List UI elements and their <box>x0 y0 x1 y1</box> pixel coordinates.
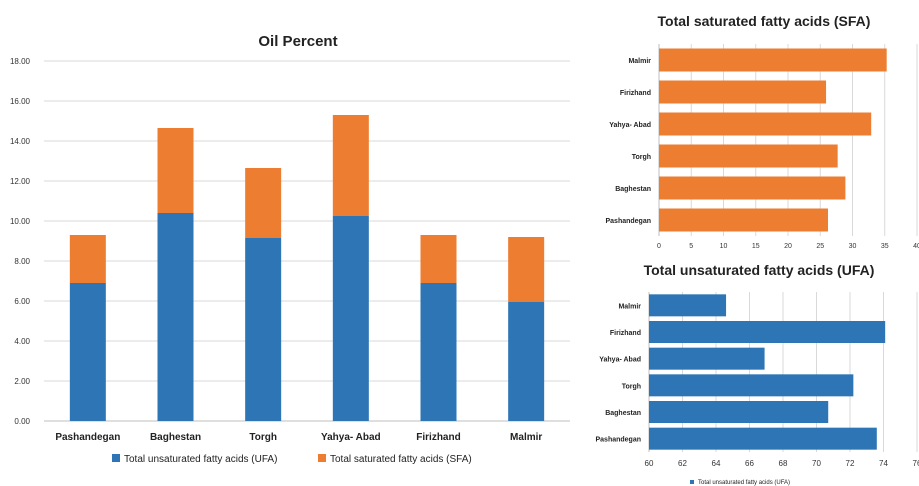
ufa-chart: Total unsaturated fatty acids (UFA) Malm… <box>595 262 919 486</box>
bar-sfa <box>157 128 194 213</box>
oil-percent-title: Oil Percent <box>258 33 337 50</box>
oil-y-tick-label: 4.00 <box>14 337 30 346</box>
c3-x-tick-label: 70 <box>812 459 821 468</box>
sfa-gridlines <box>658 44 918 236</box>
oil-y-tick-label: 6.00 <box>14 297 30 306</box>
bar-ufa <box>508 302 545 421</box>
sfa-bars <box>659 48 887 232</box>
c2-x-tick-label: 5 <box>689 243 693 250</box>
legend-label-ufa: Total unsaturated fatty acids (UFA) <box>124 454 277 465</box>
bar-ufa <box>332 216 369 421</box>
bar-ufa <box>245 238 282 421</box>
ufa-y-labels: Malmir Firizhand Yahya- Abad Torgh Baghestan… <box>595 303 641 443</box>
oil-percent-y-ticks: 0.00 2.00 4.00 6.00 8.00 10.00 12.00 14.00 16.00… <box>10 57 31 426</box>
c2-x-tick-label: 30 <box>849 243 857 250</box>
sfa-x-ticks: 0 5 10 15 20 25 30 35 40 <box>657 243 919 250</box>
sfa-chart: Total saturated fatty acids (SFA) Malmir… <box>605 13 919 250</box>
bar-sfa <box>245 168 282 238</box>
c2-category-label: Malmir <box>628 58 651 65</box>
c2-x-tick-label: 40 <box>913 243 919 250</box>
c2-bar <box>659 80 827 104</box>
bar-sfa <box>420 235 457 283</box>
c3-bar <box>649 401 829 423</box>
oil-y-tick-label: 2.00 <box>14 377 30 386</box>
c3-category-label: Malmir <box>618 303 641 310</box>
c2-bar <box>659 208 828 232</box>
oil-percent-legend: Total unsaturated fatty acids (UFA) Tota… <box>112 454 472 465</box>
c3-category-label: Pashandegan <box>595 437 641 444</box>
c2-x-tick-label: 0 <box>657 243 661 250</box>
bar-sfa <box>508 237 545 302</box>
oil-y-tick-label: 0.00 <box>14 417 30 426</box>
oil-percent-chart: Oil Percent 0.00 2.00 4.00 6.00 8.00 10.00 12.… <box>10 33 570 465</box>
ufa-gridlines <box>648 292 918 452</box>
c3-category-label: Baghestan <box>605 410 641 417</box>
c3-x-tick-label: 66 <box>745 459 754 468</box>
oil-x-category-label: Baghestan <box>150 432 201 443</box>
oil-percent-bars <box>69 115 545 421</box>
bar-ufa <box>420 283 457 421</box>
c2-x-tick-label: 35 <box>881 243 889 250</box>
oil-y-tick-label: 16.00 <box>10 97 31 106</box>
oil-x-category-label: Pashandegan <box>55 432 120 443</box>
c3-bar <box>649 347 765 370</box>
sfa-y-labels: Malmir Firizhand Yahya- Abad Torgh Baghestan… <box>605 58 651 225</box>
c2-category-label: Baghestan <box>615 186 651 193</box>
c3-bar <box>649 374 854 397</box>
ufa-legend-label: Total unsaturated fatty acids (UFA) <box>698 480 790 486</box>
c3-category-label: Firizhand <box>610 330 641 337</box>
oil-y-tick-label: 12.00 <box>10 177 31 186</box>
c2-x-tick-label: 15 <box>752 243 760 250</box>
legend-swatch-ufa <box>112 454 120 462</box>
c2-bar <box>659 48 887 72</box>
c3-x-tick-label: 60 <box>645 459 654 468</box>
sfa-title: Total saturated fatty acids (SFA) <box>658 13 871 29</box>
oil-percent-gridlines <box>44 60 570 422</box>
oil-x-category-label: Malmir <box>510 432 542 443</box>
c3-bar <box>649 321 886 343</box>
c2-category-label: Pashandegan <box>605 218 651 225</box>
oil-x-category-label: Firizhand <box>416 432 460 443</box>
oil-y-tick-label: 18.00 <box>10 57 31 66</box>
c3-bar <box>649 427 877 450</box>
c3-x-tick-label: 72 <box>846 459 855 468</box>
bar-sfa <box>69 235 106 283</box>
bar-ufa <box>69 283 106 421</box>
c2-bar <box>659 176 846 200</box>
oil-y-tick-label: 10.00 <box>10 217 31 226</box>
c2-x-tick-label: 25 <box>816 243 824 250</box>
ufa-x-ticks: 60 62 64 66 68 70 72 74 76 <box>645 459 919 468</box>
c3-category-label: Torgh <box>622 383 641 390</box>
oil-percent-x-labels: Pashandegan Baghestan Torgh Yahya- Abad Firi… <box>55 432 542 443</box>
c2-x-tick-label: 20 <box>784 243 792 250</box>
c2-bar <box>659 112 872 136</box>
c3-x-tick-label: 62 <box>678 459 687 468</box>
c2-category-label: Yahya- Abad <box>609 122 651 129</box>
ufa-bars <box>649 294 886 450</box>
c3-x-tick-label: 74 <box>879 459 888 468</box>
c2-category-label: Torgh <box>632 154 651 161</box>
legend-swatch-sfa <box>318 454 326 462</box>
c2-x-tick-label: 10 <box>720 243 728 250</box>
c2-bar <box>659 144 838 168</box>
bar-sfa <box>332 115 369 216</box>
c3-x-tick-label: 68 <box>779 459 788 468</box>
oil-y-tick-label: 8.00 <box>14 257 30 266</box>
legend-label-sfa: Total saturated fatty acids (SFA) <box>330 454 472 465</box>
c2-category-label: Firizhand <box>620 90 651 97</box>
c3-bar <box>649 294 727 317</box>
ufa-title: Total unsaturated fatty acids (UFA) <box>644 262 875 278</box>
ufa-legend-swatch <box>690 480 694 484</box>
oil-y-tick-label: 14.00 <box>10 137 31 146</box>
c3-x-tick-label: 76 <box>913 459 919 468</box>
oil-x-category-label: Torgh <box>249 432 277 443</box>
bar-ufa <box>157 213 194 421</box>
c3-category-label: Yahya- Abad <box>599 357 641 364</box>
oil-x-category-label: Yahya- Abad <box>321 432 381 443</box>
c3-x-tick-label: 64 <box>712 459 721 468</box>
